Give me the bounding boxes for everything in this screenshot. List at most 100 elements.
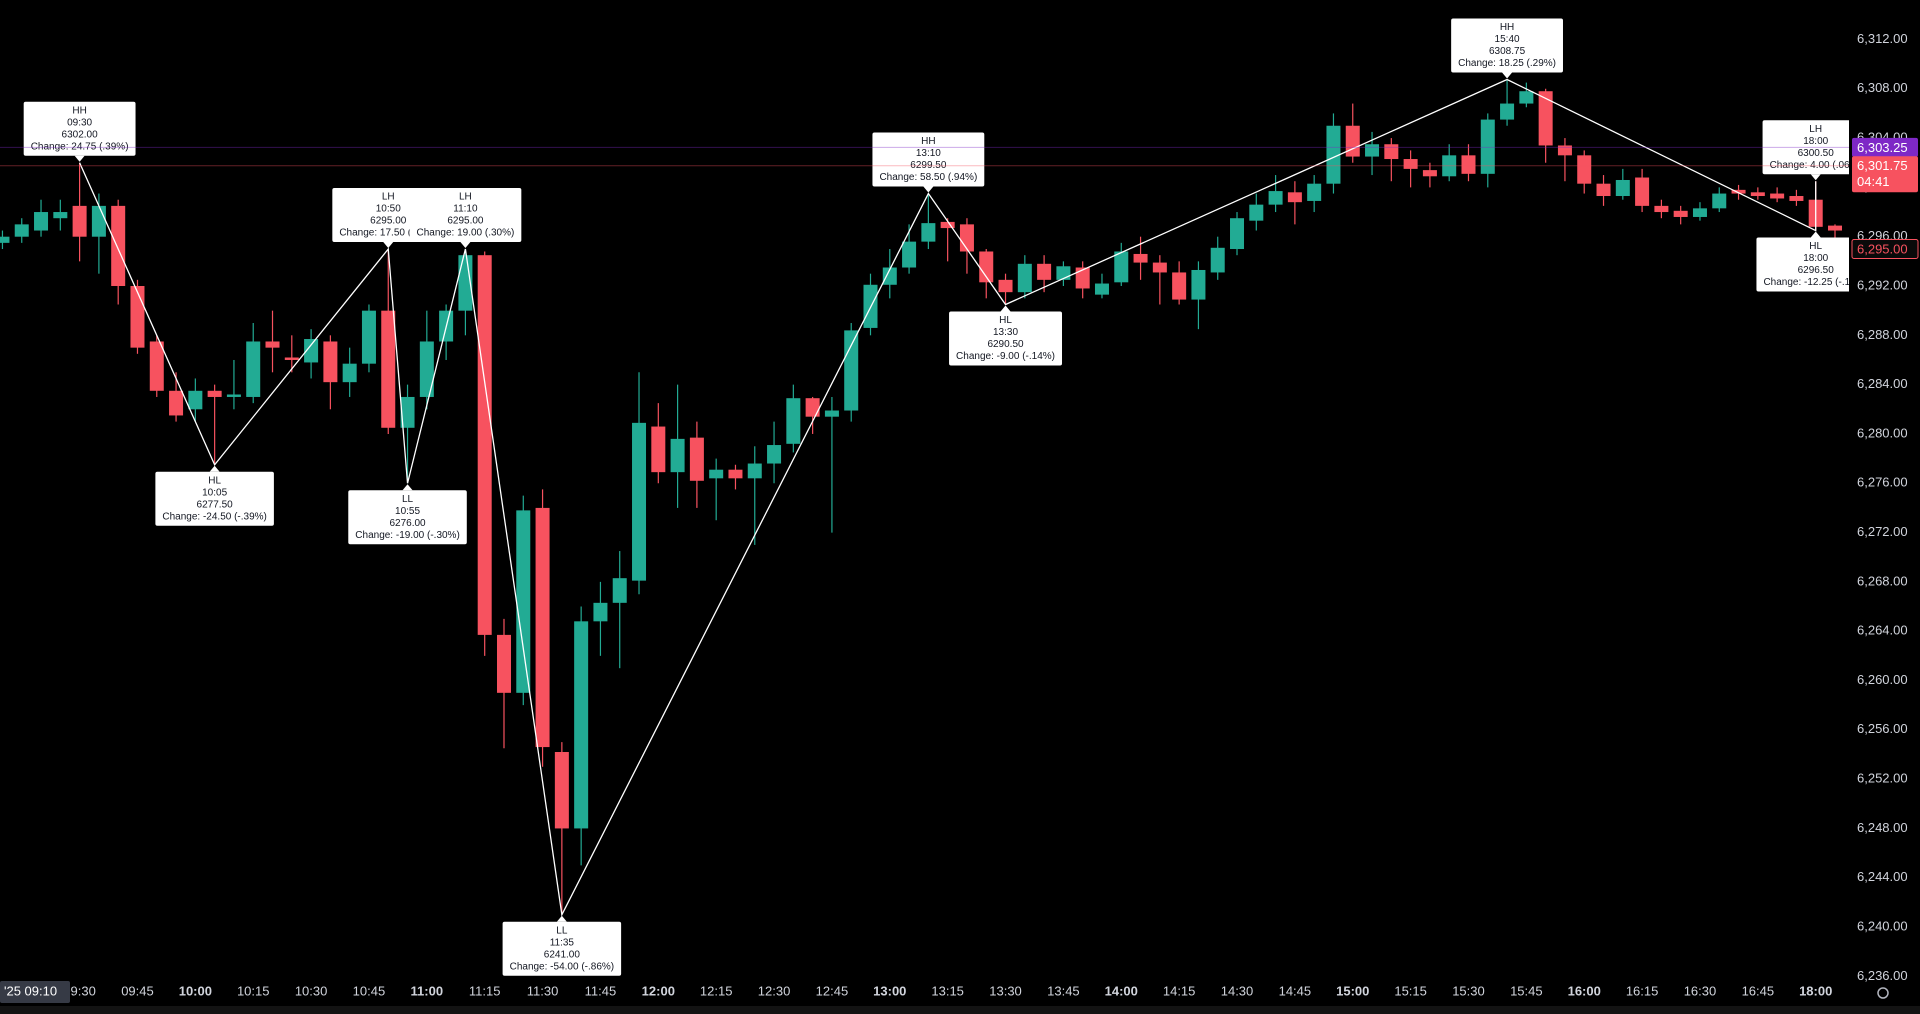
pivot-box xyxy=(1451,18,1563,73)
candle-body xyxy=(1384,144,1399,160)
pivot-text: Change: 24.75 (.39%) xyxy=(31,141,129,152)
pivot-text: HH xyxy=(1500,22,1514,33)
pivot-text: HL xyxy=(999,315,1012,326)
y-tick-label: 6,240.00 xyxy=(1857,918,1908,933)
y-tick-label: 6,308.00 xyxy=(1857,80,1908,95)
x-tick-label: 11:15 xyxy=(469,983,501,998)
candle-body xyxy=(496,634,511,693)
candle-body xyxy=(747,463,762,479)
y-tick-label: 6,264.00 xyxy=(1857,623,1908,638)
candle-body xyxy=(1442,155,1457,177)
candle-body xyxy=(1615,179,1630,197)
candle-body xyxy=(844,330,859,411)
candle-body xyxy=(169,390,184,416)
candle-body xyxy=(1017,263,1032,293)
pivot-pointer xyxy=(209,465,220,472)
pivot-text: 13:10 xyxy=(916,148,941,159)
y-tick-label: 6,284.00 xyxy=(1857,376,1908,391)
pivot-text: Change: 18.25 (.29%) xyxy=(1458,58,1556,69)
pivot-text: Change: 17.50 (.28%) xyxy=(339,228,437,239)
candle-body xyxy=(959,224,974,252)
candle-body xyxy=(1712,193,1727,209)
candle-body xyxy=(979,251,994,283)
candle-body xyxy=(728,469,743,479)
pivot-text: Change: -9.00 (-.14%) xyxy=(956,351,1055,362)
pivot-text: HL xyxy=(208,475,221,486)
pivot-text: 6276.00 xyxy=(389,518,426,529)
x-tick-label: 15:30 xyxy=(1452,983,1485,998)
candle-body xyxy=(767,445,782,464)
pivot-text: 11:35 xyxy=(550,937,575,948)
pivot-text: 6296.50 xyxy=(1798,265,1835,276)
candle-body xyxy=(149,341,164,391)
price-tag-label: 6,301.75 xyxy=(1857,158,1908,173)
candle-body xyxy=(709,469,724,479)
candle-body xyxy=(689,437,704,481)
x-tick-label: 14:45 xyxy=(1279,983,1312,998)
x-tick-label: 12:30 xyxy=(758,983,791,998)
candle-body xyxy=(1114,251,1129,283)
pivot-pointer xyxy=(74,155,85,162)
y-tick-label: 6,272.00 xyxy=(1857,524,1908,539)
pivot-text: LH xyxy=(459,192,472,203)
x-tick-label: 12:45 xyxy=(816,983,849,998)
pivot-box xyxy=(949,311,1063,366)
candle-body xyxy=(1268,191,1283,205)
candle-body xyxy=(14,224,29,237)
candle-body xyxy=(593,602,608,622)
candle-body xyxy=(1635,177,1650,206)
candle-body xyxy=(1249,204,1264,221)
x-tick-label: 18:00 xyxy=(1799,983,1832,998)
pivot-box xyxy=(409,188,522,243)
pivot-text: LH xyxy=(1809,124,1822,135)
x-tick-label: 10:30 xyxy=(295,983,328,998)
pivot-text: 6308.75 xyxy=(1489,46,1526,57)
pivot-text: 10:05 xyxy=(202,487,227,498)
candle-body xyxy=(1365,144,1380,157)
pivot-pointer xyxy=(460,242,471,249)
candle-body xyxy=(882,267,897,285)
candle-body xyxy=(1654,205,1669,213)
candle-body xyxy=(902,241,917,268)
candle-body xyxy=(1172,272,1187,300)
candle-body xyxy=(246,341,261,397)
candle-body xyxy=(1770,193,1785,199)
pivot-text: 6295.00 xyxy=(370,216,407,227)
candle-body xyxy=(786,398,801,444)
candle-body xyxy=(1152,262,1167,273)
price-tag-label: 6,295.00 xyxy=(1857,241,1908,256)
candle-body xyxy=(207,390,222,397)
pivot-box xyxy=(155,471,274,526)
pivot-text: LL xyxy=(402,494,414,505)
candle-body xyxy=(1056,266,1071,280)
candle-body xyxy=(1345,125,1360,157)
candle-body xyxy=(1403,159,1418,169)
candle-body xyxy=(72,205,87,237)
x-tick-label: 10:15 xyxy=(237,983,270,998)
candle-body xyxy=(1519,91,1534,104)
x-tick-label: 12:00 xyxy=(642,983,675,998)
x-tick-label: 12:15 xyxy=(700,983,733,998)
x-tick-label: 09:30 xyxy=(63,983,96,998)
y-tick-label: 6,268.00 xyxy=(1857,573,1908,588)
pivot-text: LH xyxy=(382,192,395,203)
pivot-pointer xyxy=(1000,305,1011,312)
candle-body xyxy=(1094,283,1109,295)
pivot-text: 6295.00 xyxy=(447,216,484,227)
pivot-text: 10:55 xyxy=(395,506,420,517)
x-tick-label: 16:45 xyxy=(1742,983,1775,998)
y-tick-label: 6,248.00 xyxy=(1857,820,1908,835)
y-tick-label: 6,244.00 xyxy=(1857,869,1908,884)
x-tick-label: 11:45 xyxy=(585,983,617,998)
candle-body xyxy=(535,507,550,748)
pivot-text: 6241.00 xyxy=(544,949,581,960)
pivot-box xyxy=(348,490,467,545)
pivot-text: HH xyxy=(921,136,935,147)
x-tick-label: 13:00 xyxy=(873,983,906,998)
candle-body xyxy=(651,426,666,473)
